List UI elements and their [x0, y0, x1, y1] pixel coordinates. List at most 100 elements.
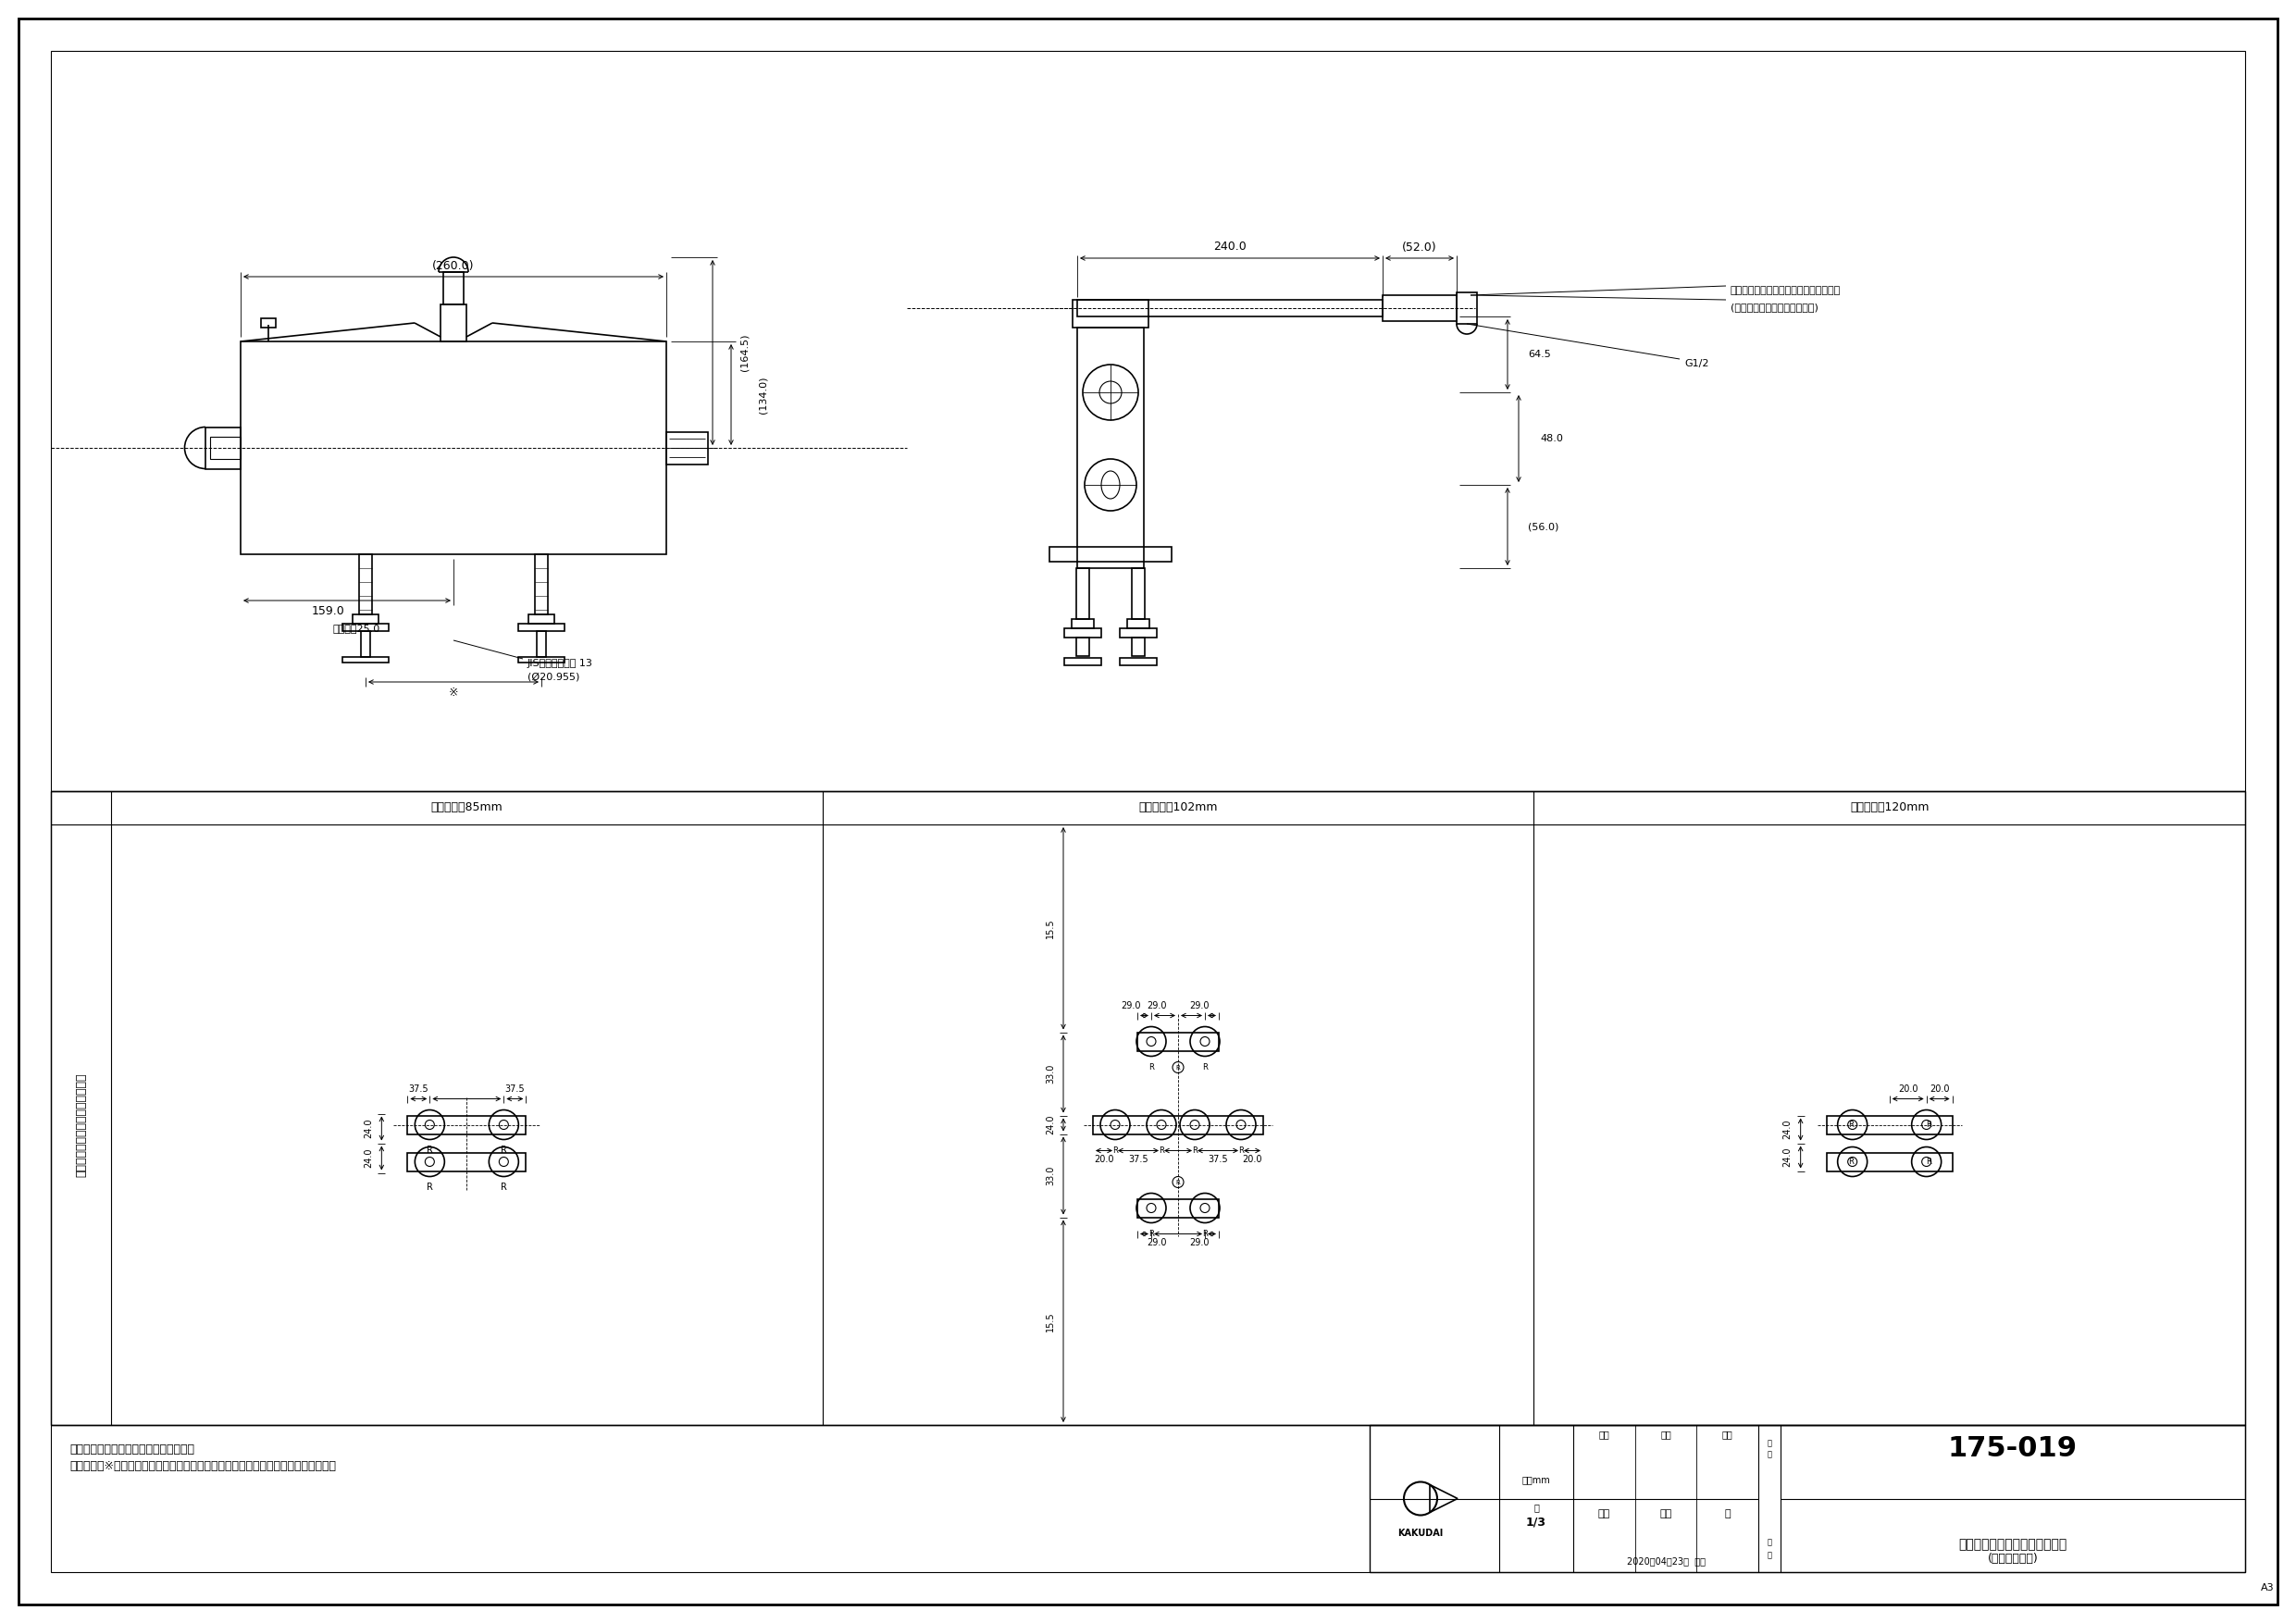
Bar: [441, 305, 466, 341]
Text: 下から見たときの取付ネジの位置: 下から見たときの取付ネジの位置: [76, 1073, 87, 1177]
Bar: [406, 1115, 526, 1134]
Text: 24.0: 24.0: [365, 1147, 374, 1169]
Text: JIS給水栃取ねじ 13: JIS給水栃取ねじ 13: [528, 659, 592, 669]
Bar: [666, 432, 707, 464]
Bar: [1382, 295, 1456, 321]
Bar: [1132, 638, 1146, 656]
Bar: [1828, 1115, 1952, 1134]
Text: 159.0: 159.0: [312, 605, 344, 618]
Bar: [209, 437, 241, 459]
Text: R: R: [1114, 1146, 1118, 1156]
Text: R: R: [1926, 1157, 1931, 1165]
Bar: [1072, 300, 1148, 328]
Bar: [1120, 628, 1157, 638]
Text: 29.0: 29.0: [1120, 1001, 1141, 1011]
Text: R: R: [427, 1146, 434, 1156]
Text: 48.0: 48.0: [1541, 433, 1564, 443]
Bar: [1077, 568, 1088, 618]
Text: 品: 品: [1768, 1539, 1773, 1547]
Text: (260.0): (260.0): [432, 260, 475, 271]
Text: 製図: 製図: [1598, 1430, 1609, 1440]
Bar: [1093, 1115, 1263, 1134]
Text: 33.0: 33.0: [1045, 1165, 1054, 1185]
Text: 岩藤: 岩藤: [1598, 1509, 1609, 1519]
Text: 取付ピッチ120mm: 取付ピッチ120mm: [1851, 802, 1929, 813]
Text: ※: ※: [448, 687, 459, 700]
Text: 24.0: 24.0: [1784, 1120, 1793, 1139]
Text: 37.5: 37.5: [1208, 1156, 1228, 1165]
Text: R: R: [501, 1183, 507, 1193]
Text: 単位mm: 単位mm: [1522, 1475, 1550, 1485]
Text: R: R: [1176, 1180, 1180, 1185]
Bar: [1456, 292, 1476, 325]
Text: (シャワセットは本付図面参照): (シャワセットは本付図面参照): [1731, 302, 1818, 312]
Text: 20.0: 20.0: [1095, 1156, 1114, 1165]
Text: 24.0: 24.0: [1784, 1147, 1793, 1167]
Text: 2020年04月23日  作成: 2020年04月23日 作成: [1626, 1556, 1706, 1566]
Text: (56.0): (56.0): [1527, 523, 1559, 531]
Bar: [342, 657, 388, 662]
Text: R: R: [1192, 1146, 1199, 1156]
Bar: [358, 555, 372, 615]
Text: (52.0): (52.0): [1403, 242, 1437, 253]
Text: (Ø20.955): (Ø20.955): [528, 672, 579, 682]
Text: 品: 品: [1768, 1440, 1773, 1448]
Text: 29.0: 29.0: [1189, 1001, 1210, 1011]
Bar: [262, 318, 276, 328]
Bar: [1077, 300, 1382, 316]
Text: KAKUDAI: KAKUDAI: [1398, 1529, 1444, 1539]
Text: 15.5: 15.5: [1045, 1311, 1054, 1331]
Bar: [1137, 1032, 1219, 1050]
Bar: [528, 615, 553, 623]
Text: 37.5: 37.5: [505, 1084, 526, 1094]
Text: R: R: [1159, 1146, 1164, 1156]
Text: 37.5: 37.5: [1127, 1156, 1148, 1165]
Text: R: R: [1926, 1120, 1931, 1130]
Text: 取付ピッチ85mm: 取付ピッチ85mm: [432, 802, 503, 813]
Text: 注１：（　）内寸法は参考寸法である。: 注１：（ ）内寸法は参考寸法である。: [69, 1443, 195, 1456]
Text: R: R: [1148, 1230, 1155, 1238]
Bar: [1120, 657, 1157, 665]
Text: 15.5: 15.5: [1045, 919, 1054, 938]
Text: 29.0: 29.0: [1148, 1001, 1166, 1011]
Text: 20.0: 20.0: [1929, 1084, 1949, 1094]
Bar: [241, 341, 666, 555]
Text: 六觓外弲25.0: 六觓外弲25.0: [333, 623, 381, 633]
Bar: [443, 273, 464, 305]
Bar: [1049, 547, 1171, 562]
Text: 名: 名: [1768, 1552, 1773, 1560]
Text: 24.0: 24.0: [365, 1118, 374, 1138]
Text: 1/3: 1/3: [1527, 1516, 1548, 1527]
Bar: [1077, 638, 1088, 656]
Text: 64.5: 64.5: [1527, 351, 1550, 359]
Bar: [1137, 1199, 1219, 1217]
Text: R: R: [1176, 1065, 1180, 1070]
Text: 29.0: 29.0: [1148, 1238, 1166, 1248]
Text: R: R: [427, 1183, 434, 1193]
Text: R: R: [1203, 1230, 1208, 1238]
Text: 尺: 尺: [1534, 1503, 1538, 1513]
Bar: [535, 555, 549, 615]
Bar: [1065, 628, 1102, 638]
Text: 20.0: 20.0: [1242, 1156, 1263, 1165]
Bar: [519, 657, 565, 662]
Bar: [204, 427, 241, 469]
Bar: [1077, 328, 1143, 568]
Text: 番: 番: [1768, 1451, 1773, 1459]
Text: 取付ピッチ102mm: 取付ピッチ102mm: [1139, 802, 1217, 813]
Text: 20.0: 20.0: [1899, 1084, 1917, 1094]
Text: 承認: 承認: [1722, 1430, 1733, 1440]
Text: (デッキタイプ): (デッキタイプ): [1988, 1553, 2039, 1565]
Text: (164.5): (164.5): [739, 334, 748, 372]
Text: R: R: [1238, 1146, 1244, 1156]
Bar: [406, 1152, 526, 1170]
Text: 37.5: 37.5: [409, 1084, 429, 1094]
Bar: [342, 623, 388, 631]
Bar: [51, 790, 2245, 1425]
Text: R: R: [1203, 1063, 1208, 1071]
Text: サーモスタットシャワー混合栓: サーモスタットシャワー混合栓: [1958, 1539, 2066, 1552]
Text: この部分にシャワセットを取付けます。: この部分にシャワセットを取付けます。: [1731, 286, 1841, 295]
Bar: [1828, 1152, 1952, 1170]
Text: 240.0: 240.0: [1212, 242, 1247, 253]
Text: 注２：図中※部寸法は施工方法により変化します。取付ピッチの魚をご確認くだび。: 注２：図中※部寸法は施工方法により変化します。取付ピッチの魚をご確認くだび。: [69, 1461, 335, 1472]
